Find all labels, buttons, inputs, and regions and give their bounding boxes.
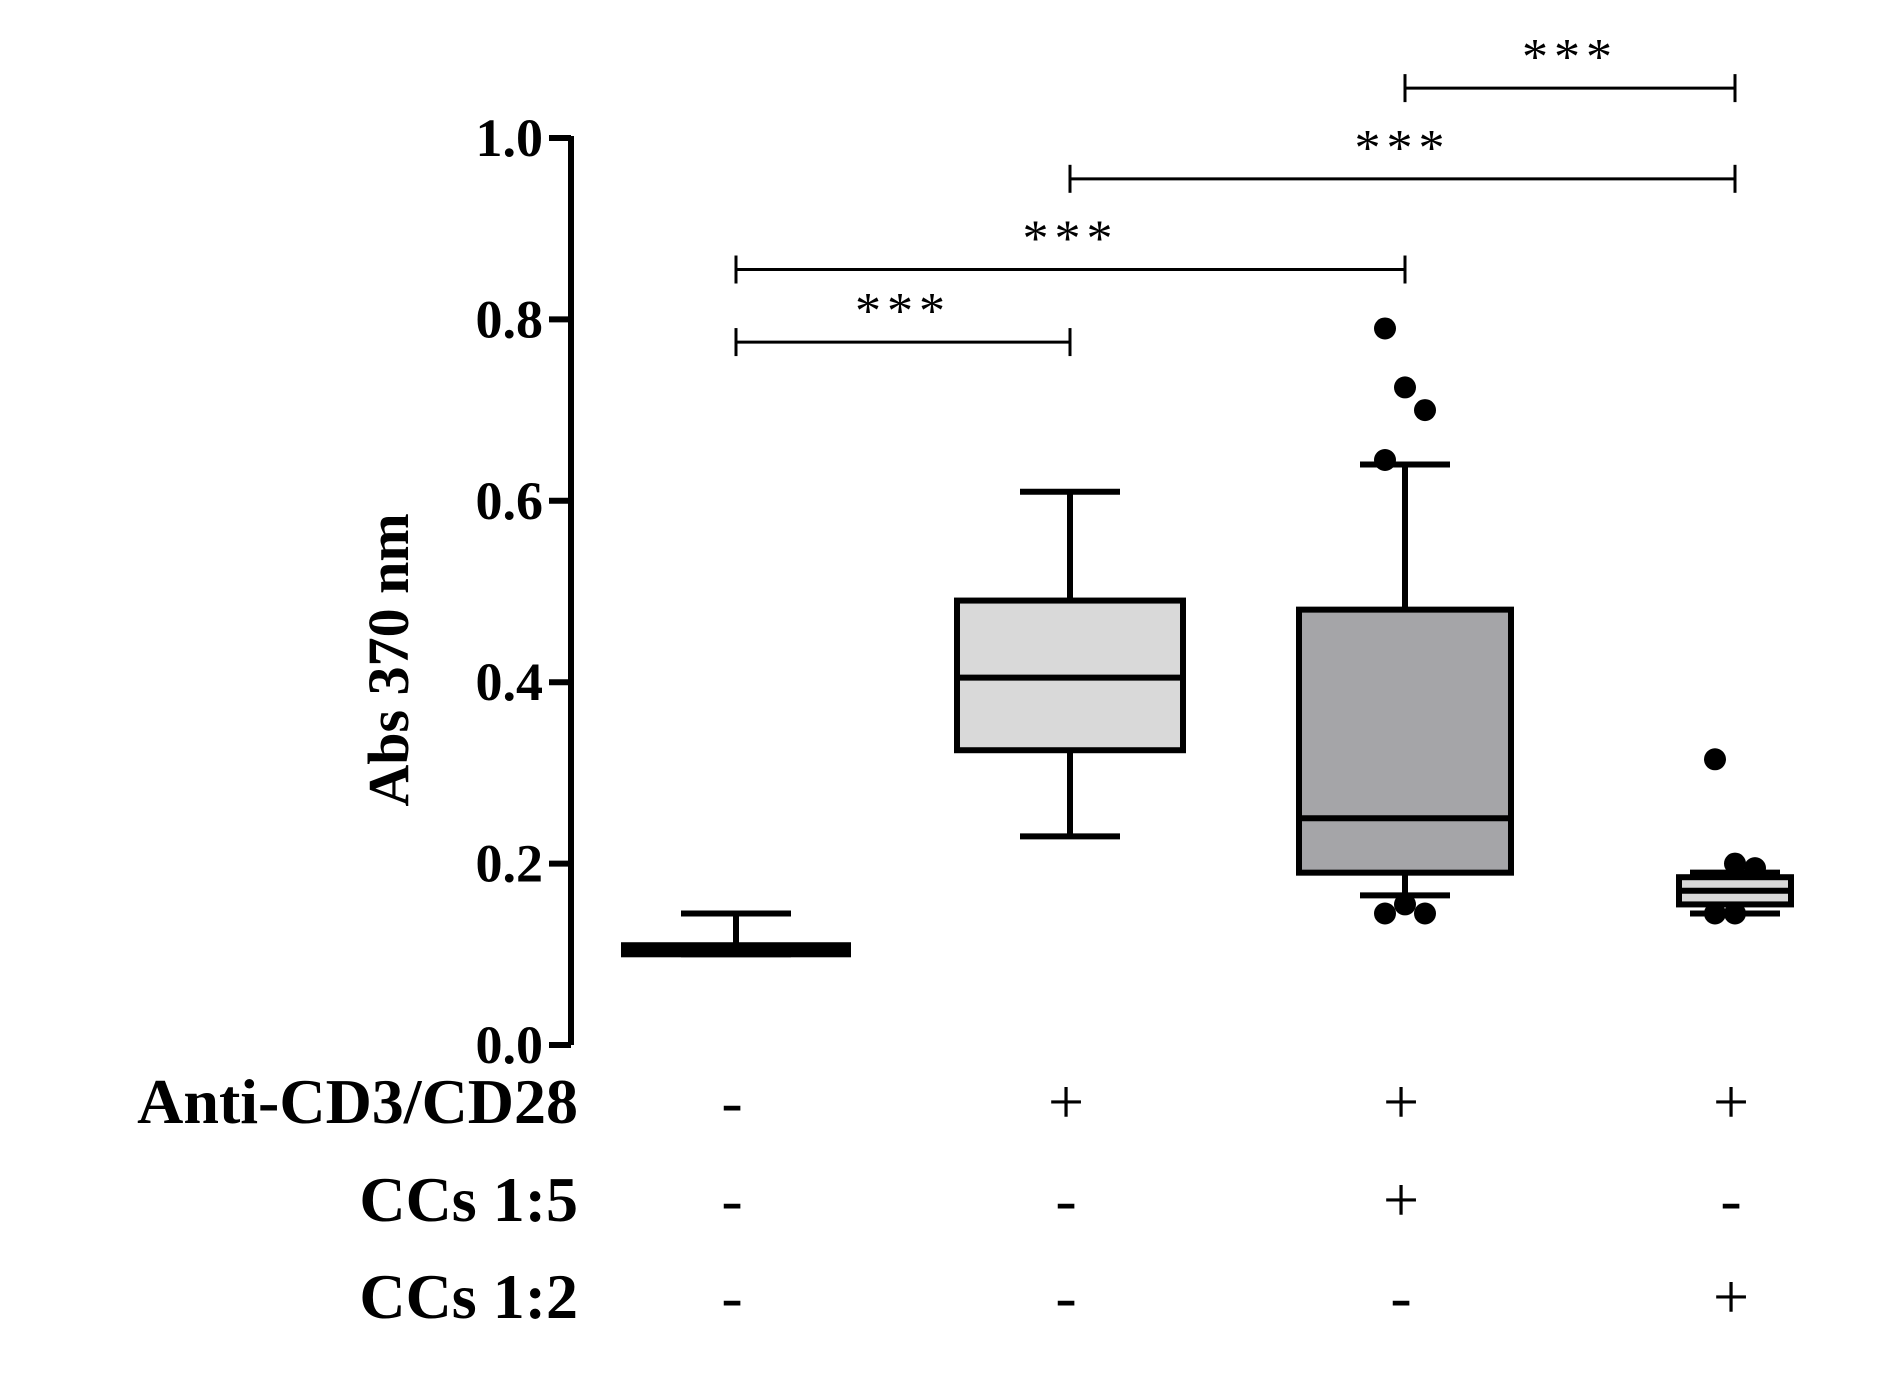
y-tick-label: 0.6: [476, 471, 544, 531]
outlier-point: [1394, 376, 1416, 399]
outlier-point: [1704, 902, 1726, 925]
significance-bracket-4: ***: [1403, 29, 1737, 103]
significance-bracket-1: ***: [734, 283, 1072, 357]
outlier-point: [1394, 893, 1416, 916]
y-tick-label: 0.4: [476, 652, 544, 712]
significance-bracket-3: ***: [1068, 120, 1737, 193]
condition-sign: +: [1383, 1066, 1419, 1137]
condition-table: Anti-CD3/CD28 - + + + CCs 1:5 - - + - CCs 1:2 - - - +: [137, 1066, 1749, 1332]
outlier-point: [1744, 857, 1766, 880]
y-tick-label: 1.0: [476, 108, 544, 168]
outlier-point: [1724, 902, 1746, 925]
condition-sign: +: [1713, 1261, 1749, 1332]
condition-sign: -: [721, 1261, 742, 1332]
condition-row-label: CCs 1:5: [359, 1164, 578, 1235]
significance-brackets: *** *** *** ***: [734, 29, 1737, 357]
outlier-point: [1724, 852, 1746, 875]
significance-label: ***: [1023, 211, 1119, 268]
significance-label: ***: [855, 283, 951, 340]
y-tick-label: 0.8: [476, 289, 544, 349]
condition-sign: -: [1055, 1261, 1076, 1332]
outlier-point: [1414, 399, 1436, 422]
outlier-point: [1414, 902, 1436, 925]
outlier-point: [1374, 902, 1396, 925]
condition-sign: -: [721, 1066, 742, 1137]
significance-bracket-2: ***: [734, 211, 1407, 284]
box-group-1: [621, 910, 851, 958]
condition-row-label: CCs 1:2: [359, 1261, 578, 1332]
condition-sign: -: [721, 1164, 742, 1235]
condition-sign: -: [1055, 1164, 1076, 1235]
significance-label: ***: [1522, 29, 1618, 86]
box-group-4: [1676, 748, 1794, 925]
box-group-2: [954, 488, 1186, 840]
y-axis-label: Abs 370 nm: [356, 513, 421, 806]
condition-sign: -: [1720, 1164, 1741, 1235]
y-tick-label: 0.2: [476, 834, 544, 894]
y-tick-label: 0.0: [476, 1015, 544, 1075]
box-series: [621, 317, 1794, 958]
condition-sign: +: [1713, 1066, 1749, 1137]
condition-sign: -: [1390, 1261, 1411, 1332]
outlier-point: [1374, 317, 1396, 340]
outlier-point: [1704, 748, 1726, 771]
iqr-box: [1296, 606, 1514, 876]
y-axis-ticks: 0.0 0.2 0.4 0.6 0.8 1.0: [476, 108, 571, 1075]
significance-label: ***: [1355, 120, 1451, 177]
condition-sign: +: [1383, 1164, 1419, 1235]
box-group-3: [1296, 317, 1514, 925]
condition-row-label: Anti-CD3/CD28: [137, 1066, 578, 1137]
condition-sign: +: [1048, 1066, 1084, 1137]
outlier-point: [1374, 448, 1396, 471]
